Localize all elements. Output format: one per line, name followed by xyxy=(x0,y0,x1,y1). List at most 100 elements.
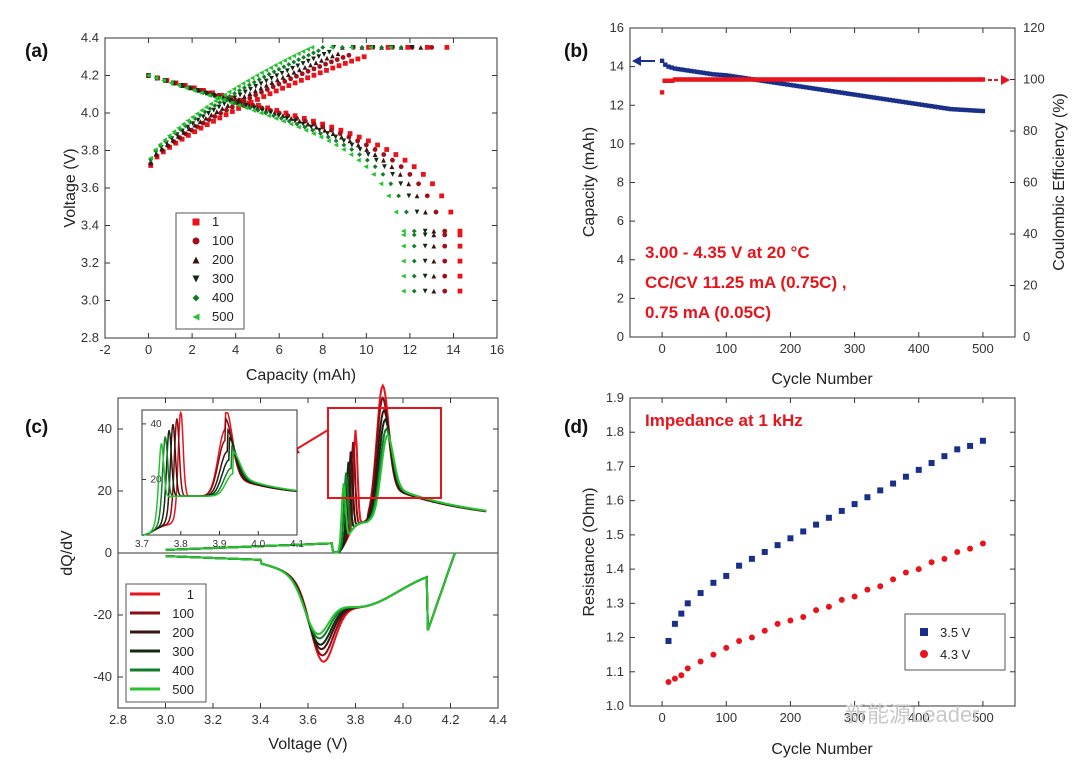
discharge-curve xyxy=(165,552,457,636)
charge-point xyxy=(232,95,238,101)
resistance-point xyxy=(678,672,685,679)
discharge-point xyxy=(276,113,282,119)
capacity-point xyxy=(724,73,729,78)
charge-point xyxy=(185,132,191,138)
charge-point xyxy=(286,61,292,67)
y-tick-label: 1.6 xyxy=(606,493,624,508)
y-tick-label: 1.4 xyxy=(606,561,624,576)
discharge-point xyxy=(286,118,292,124)
cv-point xyxy=(398,44,404,50)
capacity-point xyxy=(666,64,671,69)
annotation-line-3: 0.75 mA (0.05C) xyxy=(645,303,771,322)
discharge-point xyxy=(325,131,330,136)
x-axis-label-d: Cycle Number xyxy=(771,741,873,758)
discharge-point xyxy=(407,171,413,177)
discharge-point xyxy=(381,152,387,157)
discharge-point xyxy=(355,142,361,148)
capacity-point xyxy=(900,99,905,105)
y-axis-label-d: Resistance (Ohm) xyxy=(581,488,598,617)
capacity-point xyxy=(669,65,674,70)
inset-ticks: 3.7 3.8 3.9 4.0 4.1 20 40 xyxy=(135,419,304,550)
charge-point xyxy=(251,79,257,85)
charge-point xyxy=(311,66,317,72)
discharge-point xyxy=(221,97,226,103)
discharge-point xyxy=(251,105,257,111)
resistance-point xyxy=(915,466,922,473)
capacity-point xyxy=(897,99,902,104)
x-tick-label: 400 xyxy=(908,710,930,725)
y-tick-label: 1.9 xyxy=(606,390,624,405)
charge-point xyxy=(294,73,299,79)
discharge-point xyxy=(422,232,428,238)
ce-point xyxy=(919,77,924,82)
cv-point xyxy=(368,44,374,50)
ce-point xyxy=(901,77,906,82)
capacity-point xyxy=(881,96,886,102)
charge-point xyxy=(324,67,329,73)
tail-point xyxy=(431,288,437,294)
chart-title-d: Impedance at 1 kHz xyxy=(645,411,803,430)
x-tick-label: 300 xyxy=(844,710,866,725)
charge-point xyxy=(292,80,298,86)
capacity-point xyxy=(906,100,912,106)
charge-point xyxy=(311,50,316,56)
ce-point xyxy=(777,77,783,82)
y-tick-label: 40 xyxy=(98,421,112,436)
tail-point xyxy=(457,228,463,234)
charge-point xyxy=(305,75,311,81)
ce-point xyxy=(685,77,690,82)
resistance-point xyxy=(877,487,884,494)
resistance-point xyxy=(748,634,755,641)
resistance-point xyxy=(697,590,704,597)
ce-point xyxy=(970,77,975,82)
discharge-point xyxy=(206,92,211,98)
discharge-point xyxy=(388,181,394,187)
charge-point xyxy=(263,67,269,73)
charge-point xyxy=(288,76,294,82)
capacity-point xyxy=(919,102,925,107)
ce-point xyxy=(916,77,921,82)
discharge-point xyxy=(347,138,353,144)
charge-point xyxy=(200,120,206,126)
discharge-point xyxy=(210,90,216,96)
capacity-point xyxy=(842,90,848,96)
capacity-point xyxy=(855,92,860,98)
discharge-point xyxy=(380,171,386,177)
capacity-point xyxy=(791,83,796,88)
discharge-point xyxy=(320,121,325,127)
discharge-point xyxy=(268,110,273,116)
discharge-point xyxy=(423,209,428,215)
charge-point xyxy=(211,107,217,113)
resistance-point xyxy=(979,437,986,444)
ce-point xyxy=(798,77,803,82)
charge-point xyxy=(330,53,335,59)
ce-point xyxy=(975,77,980,82)
inset-plot: 3.7 3.8 3.9 4.0 4.1 20 40 xyxy=(135,409,304,550)
discharge-point xyxy=(442,232,448,238)
y-tick-label: 4.4 xyxy=(81,30,99,45)
ce-point xyxy=(865,77,870,82)
charge-point xyxy=(274,73,280,79)
capacity-point xyxy=(688,68,694,74)
data-marks-c xyxy=(118,383,498,663)
charge-point xyxy=(297,67,302,73)
ce-point xyxy=(662,78,667,83)
charge-point xyxy=(300,49,306,54)
discharge-point xyxy=(256,102,261,108)
x-axis-label-c: Voltage (V) xyxy=(268,736,347,753)
discharge-point xyxy=(271,113,276,119)
ce-point xyxy=(754,77,760,82)
y-tick-label: 1.5 xyxy=(606,527,624,542)
resistance-point xyxy=(941,555,948,562)
tail-point xyxy=(457,288,463,294)
cv-point xyxy=(418,44,424,50)
plot-frame-d xyxy=(629,397,1016,707)
y-tick-label: 1.2 xyxy=(606,630,624,645)
charge-point xyxy=(159,146,165,152)
charge-point xyxy=(162,137,167,143)
charge-point xyxy=(299,71,305,77)
charge-point xyxy=(217,115,223,121)
capacity-point xyxy=(698,70,703,75)
ce-point xyxy=(695,77,701,82)
discharge-point xyxy=(357,147,363,152)
